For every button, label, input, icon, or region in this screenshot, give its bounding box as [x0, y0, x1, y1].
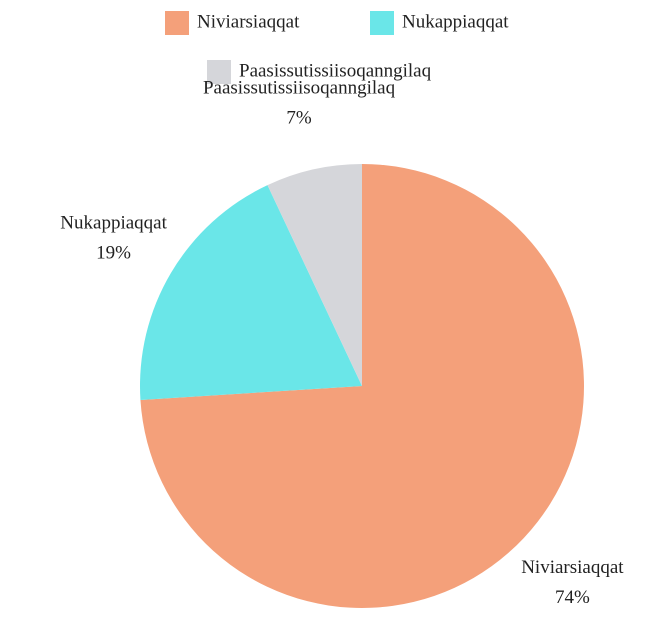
data-label-name: Nukappiaqqat: [60, 212, 167, 233]
pie-slice: [267, 164, 362, 386]
data-label-name: Paasissutissiisoqanngilaq: [203, 78, 396, 99]
pie-slice: [140, 164, 585, 608]
data-label-value: 7%: [286, 108, 312, 129]
pie-slice: [140, 185, 362, 400]
data-label-value: 74%: [555, 587, 590, 608]
legend-swatch: [207, 60, 231, 84]
legend-label: Paasissutissiisoqanngilaq: [239, 60, 432, 81]
legend-label: Nukappiaqqat: [402, 11, 509, 32]
data-label-value: 19%: [96, 242, 131, 263]
legend-swatch: [165, 11, 189, 35]
data-label-name: Niviarsiaqqat: [521, 557, 624, 578]
legend-swatch: [370, 11, 394, 35]
legend-label: Niviarsiaqqat: [197, 11, 300, 32]
